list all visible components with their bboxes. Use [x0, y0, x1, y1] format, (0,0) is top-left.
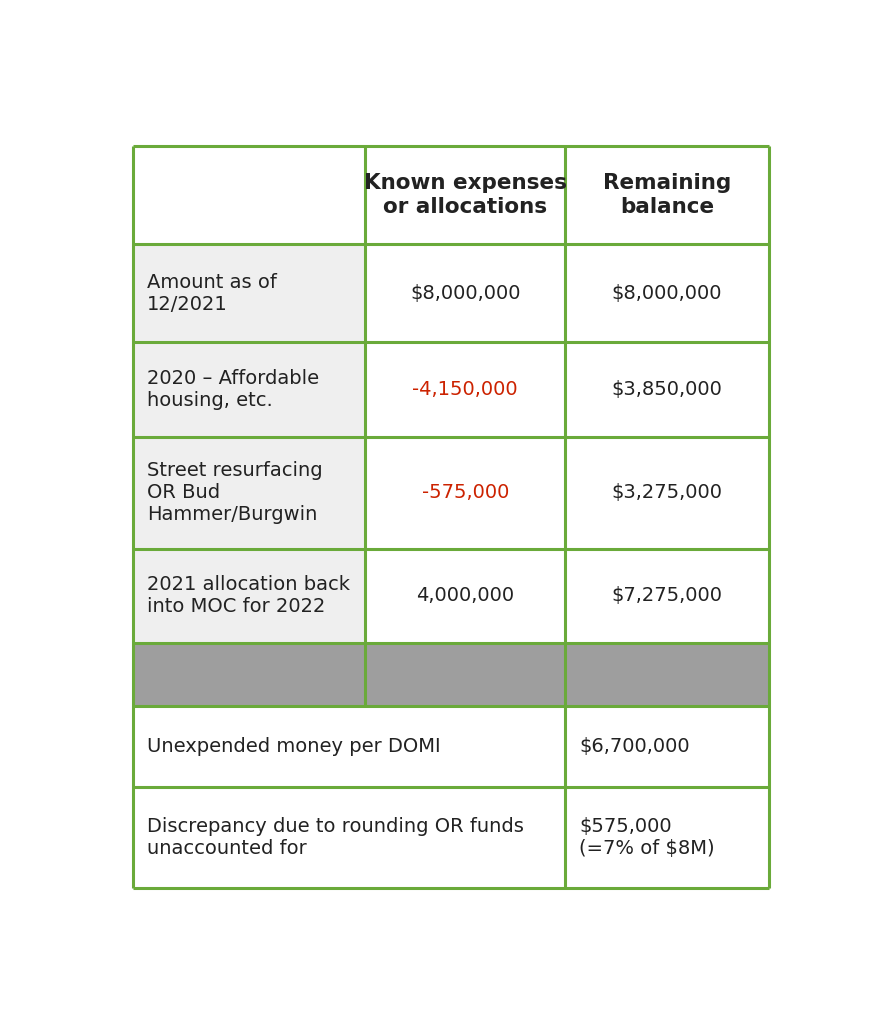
Text: $8,000,000: $8,000,000: [410, 284, 521, 302]
Bar: [365, 549, 565, 643]
Text: Amount as of
12/2021: Amount as of 12/2021: [147, 272, 277, 313]
Bar: [133, 707, 365, 786]
Text: Street resurfacing
OR Bud
Hammer/Burgwin: Street resurfacing OR Bud Hammer/Burgwin: [147, 461, 323, 524]
Text: Unexpended money per DOMI: Unexpended money per DOMI: [147, 737, 441, 756]
Bar: [133, 436, 365, 549]
Bar: [365, 342, 565, 436]
Text: $7,275,000: $7,275,000: [612, 587, 722, 605]
Bar: [133, 244, 365, 342]
Bar: [565, 786, 769, 888]
Text: $575,000
(=7% of $8M): $575,000 (=7% of $8M): [579, 817, 715, 858]
Bar: [365, 707, 565, 786]
Text: 2020 – Affordable
housing, etc.: 2020 – Affordable housing, etc.: [147, 369, 319, 410]
Bar: [133, 146, 769, 244]
Text: -575,000: -575,000: [422, 483, 509, 502]
Text: $8,000,000: $8,000,000: [612, 284, 722, 302]
Bar: [565, 549, 769, 643]
Text: -4,150,000: -4,150,000: [413, 380, 518, 398]
Text: $3,275,000: $3,275,000: [612, 483, 722, 502]
Bar: [365, 244, 565, 342]
Text: 4,000,000: 4,000,000: [416, 587, 515, 605]
Bar: [565, 436, 769, 549]
Text: 2021 allocation back
into MOC for 2022: 2021 allocation back into MOC for 2022: [147, 575, 350, 616]
Bar: [365, 436, 565, 549]
Bar: [133, 549, 365, 643]
Bar: [365, 643, 565, 707]
Text: $6,700,000: $6,700,000: [579, 737, 690, 756]
Bar: [565, 643, 769, 707]
Bar: [565, 707, 769, 786]
Bar: [133, 786, 365, 888]
Bar: [365, 786, 565, 888]
Text: Discrepancy due to rounding OR funds
unaccounted for: Discrepancy due to rounding OR funds una…: [147, 817, 524, 858]
Bar: [565, 244, 769, 342]
Bar: [133, 342, 365, 436]
Bar: [133, 643, 365, 707]
Bar: [565, 342, 769, 436]
Text: $3,850,000: $3,850,000: [612, 380, 722, 398]
Text: Remaining
balance: Remaining balance: [603, 173, 731, 217]
Text: Known expenses
or allocations: Known expenses or allocations: [363, 173, 567, 217]
